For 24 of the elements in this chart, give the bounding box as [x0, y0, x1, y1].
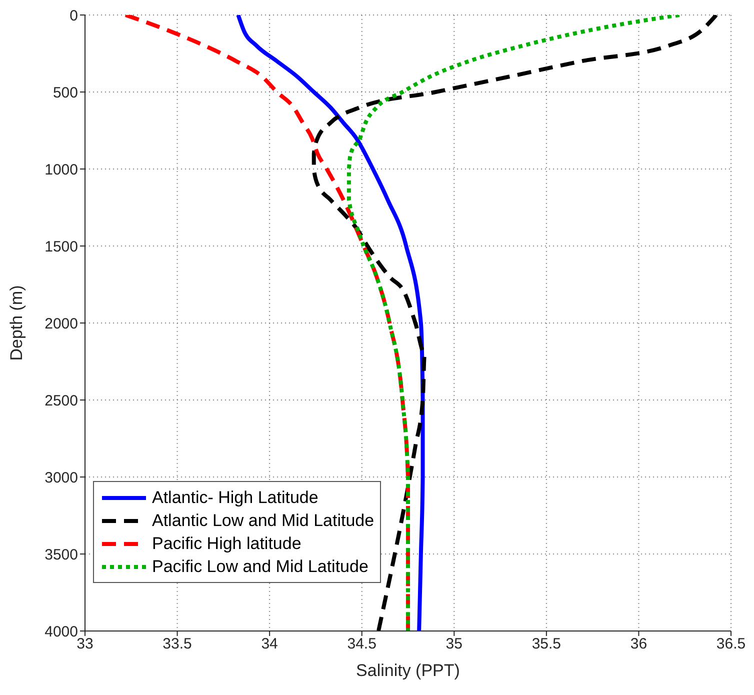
line-series [124, 15, 410, 631]
x-tick-label: 34 [261, 636, 278, 653]
x-tick-label: 33 [76, 636, 94, 653]
y-tick-label: 2000 [44, 315, 78, 332]
legend-label: Atlantic Low and Mid Latitude [152, 510, 374, 530]
y-tick-label: 1000 [44, 161, 78, 178]
x-axis-title: Salinity (PPT) [356, 661, 460, 680]
x-tick-label: 35.5 [532, 636, 562, 653]
y-tick-label: 4000 [44, 623, 78, 640]
legend-label: Pacific Low and Mid Latitude [152, 556, 368, 576]
y-tick-label: 2500 [44, 392, 78, 410]
y-tick-label: 1500 [44, 238, 78, 256]
y-tick-label: 3500 [44, 546, 78, 564]
legend-label: Atlantic- High Latitude [152, 488, 318, 508]
x-tick-label: 36.5 [716, 636, 746, 653]
y-axis-title: Depth (m) [7, 285, 26, 361]
x-tick-label: 33.5 [162, 636, 192, 653]
y-tick-label: 3000 [44, 469, 78, 486]
y-tick-label: 0 [70, 7, 78, 24]
y-tick-label: 500 [52, 84, 78, 102]
x-tick-label: 35 [446, 636, 462, 653]
x-tick-label: 34.5 [347, 636, 376, 653]
x-tick-label: 36 [630, 636, 648, 653]
legend-label: Pacific High latitude [152, 534, 302, 554]
